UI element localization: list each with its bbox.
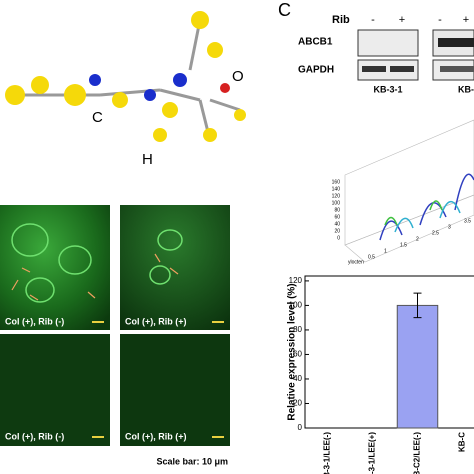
panel-caption: Col (+), Rib (-) xyxy=(5,316,64,326)
bar xyxy=(396,304,439,429)
panel-caption: Col (+), Rib (-) xyxy=(5,431,64,441)
scale-caption: Scale bar: 10 μm xyxy=(156,456,228,466)
surface-tick: 80 xyxy=(334,207,340,213)
surface-tick: 0.5 xyxy=(368,254,375,260)
plot-frame xyxy=(304,275,474,429)
blot xyxy=(357,29,419,57)
band xyxy=(362,66,386,72)
surface-tick: 140 xyxy=(332,186,341,192)
y-tick-label: 40 xyxy=(293,374,302,383)
surface-tick: 0 xyxy=(337,235,340,241)
band xyxy=(440,66,474,72)
surface-plot xyxy=(344,119,474,263)
y-tick-label: 60 xyxy=(293,350,302,359)
surface-tick: 160 xyxy=(332,179,341,185)
surface-tick: 20 xyxy=(334,228,340,234)
x-tick-label: KB-C2/LEE(-) xyxy=(413,432,422,474)
atom-label: O xyxy=(232,68,244,85)
blot-label: GAPDH xyxy=(298,65,334,76)
lane-label: + xyxy=(463,14,469,26)
y-tick-label: 120 xyxy=(289,276,303,285)
y-axis-label: Relative expression level (%) xyxy=(287,283,298,420)
surface-tick: 40 xyxy=(334,221,340,227)
atoms xyxy=(5,11,246,142)
surface-tick: 100 xyxy=(332,200,341,206)
y-tick-label: 0 xyxy=(298,423,303,432)
y-tick-label: 20 xyxy=(293,399,302,408)
blot xyxy=(357,59,419,81)
surface-tick: 1.5 xyxy=(400,242,407,248)
surface-tick: 3.5 xyxy=(464,218,471,224)
x-tick-label: KB-3-1/LEE(+) xyxy=(368,432,377,474)
cells xyxy=(11,223,183,303)
micrograph xyxy=(0,205,110,330)
surface-tick: 1 xyxy=(384,248,387,254)
y-tick-label: 100 xyxy=(289,301,303,310)
band xyxy=(438,38,474,47)
micrograph xyxy=(120,205,230,330)
x-tick-label: KB-C xyxy=(458,432,467,452)
lane-label: - xyxy=(438,14,442,26)
x-tick-label: KB-3-1/LEE(-) xyxy=(323,432,332,474)
cell-line: KB- xyxy=(458,84,474,94)
surface-tick: 2.5 xyxy=(432,230,439,236)
atom-label: H xyxy=(142,151,153,168)
panel-label: C xyxy=(278,0,291,20)
lane-label: + xyxy=(399,14,405,26)
micrograph xyxy=(0,334,110,446)
panel-caption: Col (+), Rib (+) xyxy=(125,431,187,441)
lane-label: - xyxy=(371,14,375,26)
surface-tick: 2 xyxy=(416,236,419,242)
bar-chart: 0 20 40 60 80 100 120 KB-3-1/LEE(-) KB-3-1/LEE(+… xyxy=(289,275,474,474)
y-tick-label: 80 xyxy=(293,325,302,334)
scale-bars xyxy=(92,321,224,438)
surface-tick: 120 xyxy=(332,193,341,199)
band xyxy=(390,66,414,72)
surface-axis-label: ylocten xyxy=(348,259,364,265)
blot-label: ABCB1 xyxy=(298,37,333,48)
row-label: Rib xyxy=(332,14,350,26)
cell-line: KB-3-1 xyxy=(373,84,402,94)
error-bar xyxy=(413,292,422,319)
panel-caption: Col (+), Rib (+) xyxy=(125,316,187,326)
surface-tick: 3 xyxy=(448,224,451,230)
atom-label: C xyxy=(92,109,103,126)
surface-tick: 60 xyxy=(334,214,340,220)
micrograph xyxy=(120,334,230,446)
arrows xyxy=(11,253,179,301)
